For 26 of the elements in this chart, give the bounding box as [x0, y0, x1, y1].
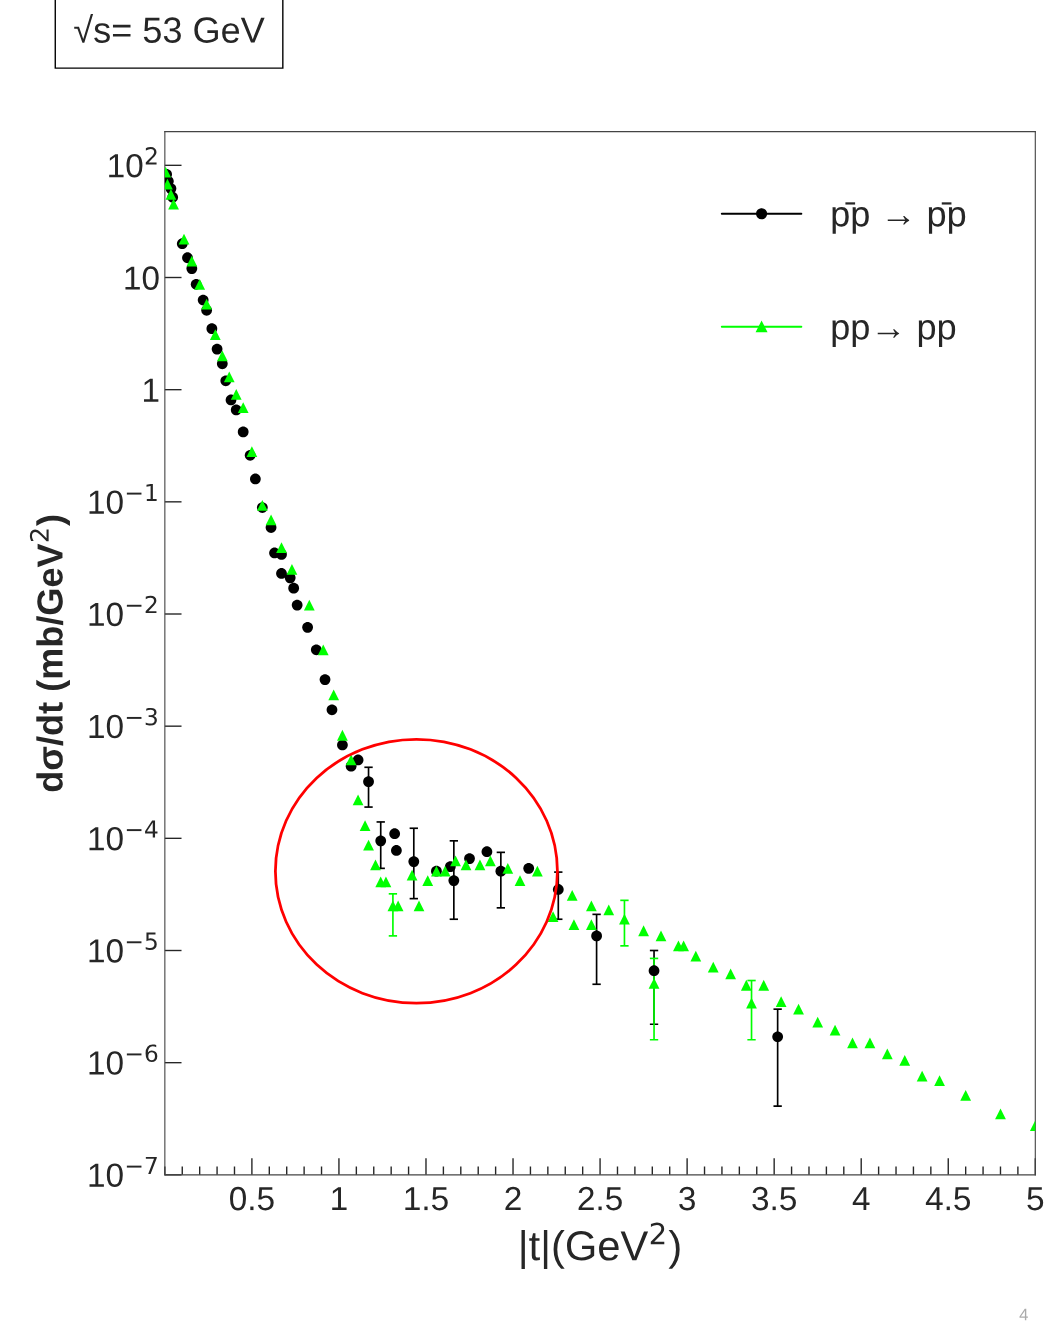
y-tick-label: 10$^{−5}$ — [89, 932, 157, 963]
x-axis-title: |t|(GeV$^{2}$) — [521, 1222, 680, 1269]
legend-label: pp→ pp — [832, 320, 956, 347]
x-tick-label: 4 — [852, 1187, 870, 1211]
y-tick-label: 10$^{−3}$ — [89, 707, 157, 739]
x-tick-label: 1.5 — [405, 1187, 448, 1211]
x-tick-label: 1 — [332, 1187, 347, 1211]
y-tick-label: 10$^{−2}$ — [89, 595, 157, 627]
y-tick-label: 1 — [143, 378, 159, 402]
x-tick-label: 4.5 — [925, 1187, 971, 1211]
chart-title: √s= 53 GeV — [74, 14, 265, 43]
y-axis-title: dσ/dt (mb/GeV$^{2}$) — [29, 515, 70, 792]
x-tick-label: 3.5 — [752, 1186, 796, 1211]
x-tick-label: 5 — [1027, 1187, 1044, 1211]
legend-label: p̄p → p̄p — [832, 202, 966, 234]
y-tick-label: 10$^{−1}$ — [89, 483, 157, 515]
x-tick-label: 0.5 — [230, 1186, 274, 1211]
y-tick-label: 10$^{−7}$ — [89, 1156, 157, 1188]
x-tick-label: 2.5 — [578, 1186, 622, 1211]
text: 4 — [1019, 1308, 1028, 1321]
x-tick-label: 3 — [679, 1186, 695, 1211]
y-tick-label: 10 — [125, 266, 159, 290]
y-tick-label: 10$^{2}$ — [109, 147, 157, 178]
y-tick-label: 10$^{−6}$ — [89, 1044, 158, 1075]
x-tick-label: 2 — [505, 1186, 521, 1211]
y-tick-label: 10$^{−4}$ — [89, 820, 158, 851]
